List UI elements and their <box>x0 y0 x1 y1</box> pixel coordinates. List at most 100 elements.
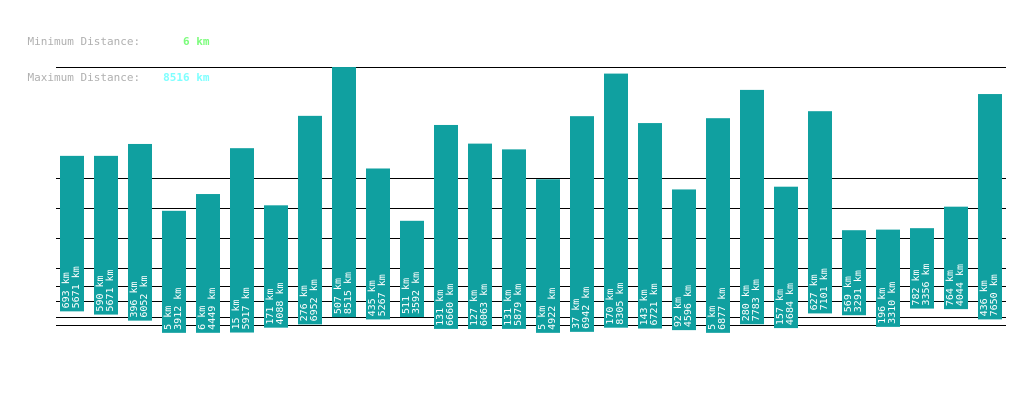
bar <box>740 89 764 325</box>
bar <box>502 149 526 329</box>
bar-group: 396 km 6052 km <box>128 143 152 321</box>
bar-min-label: 157 km <box>775 289 786 325</box>
bar-group: 15 km 5917 km <box>230 148 254 333</box>
bar-min-label: 627 km <box>809 274 820 310</box>
bar-max-label: 3592 km <box>411 272 422 314</box>
bar-group: 627 km 7101 km <box>808 111 832 314</box>
bar-min-label: 693 km <box>61 272 72 308</box>
bar <box>808 111 832 314</box>
bar-min-label: 5 km <box>163 306 174 330</box>
bar-max-label: 4922 km <box>547 288 558 330</box>
bar-group: 127 km 6063 km <box>468 143 492 330</box>
bar-max-label: 8305 km <box>615 283 626 325</box>
bar-min-label: 131 km <box>503 290 514 326</box>
bar-max-label: 7650 km <box>989 274 1000 316</box>
bar-min-label: 435 km <box>367 280 378 316</box>
bar <box>196 194 220 333</box>
bar-max-label: 5917 km <box>241 287 252 329</box>
bar-min-label: 507 km <box>333 278 344 314</box>
bar-max-label: 8515 km <box>343 272 354 314</box>
bar <box>162 210 186 333</box>
bar-max-label: 5879 km <box>513 284 524 326</box>
bar-min-label: 92 km <box>673 297 684 327</box>
bar-max-label: 6063 km <box>479 284 490 326</box>
bar-min-label: 170 km <box>605 289 616 325</box>
bar-max-label: 4088 km <box>275 283 286 325</box>
bar-min-label: 196 km <box>877 288 888 324</box>
bar-group: 5 km 6877 km <box>706 118 730 333</box>
bar <box>264 205 288 328</box>
bar-max-label: 6942 km <box>581 287 592 329</box>
bar-max-label: 6877 km <box>717 288 728 330</box>
bar-group: 511 km 3592 km <box>400 220 424 318</box>
bar-max-label: 3356 km <box>921 263 932 305</box>
distance-summary: Minimum Distance: 6 km Maximum Distance: 8… <box>1 24 210 96</box>
bar-min-label: 6 km <box>197 306 208 330</box>
bar <box>230 148 254 333</box>
bar <box>468 143 492 330</box>
bar-group: 196 km 3310 km <box>876 229 900 327</box>
minimum-distance-row: Minimum Distance: 6 km <box>1 24 210 60</box>
bar-min-label: 782 km <box>911 269 922 305</box>
bar-max-label: 4596 km <box>683 285 694 327</box>
bar-group: 157 km 4684 km <box>774 186 798 329</box>
bar-group: 276 km 6952 km <box>298 115 322 325</box>
bar-min-label: 590 km <box>95 275 106 311</box>
bar-group: 5 km 3912 km <box>162 210 186 333</box>
bar-group: 131 km 5879 km <box>502 149 526 329</box>
bar-group: 569 km 3291 km <box>842 230 866 316</box>
bar-max-label: 3291 km <box>853 270 864 312</box>
bar <box>604 73 628 328</box>
bar-group: 92 km 4596 km <box>672 189 696 331</box>
bar-group: 507 km 8515 km <box>332 67 356 318</box>
bars: 693 km 5671 km 590 km 5671 km 396 km 6052 km5… <box>60 67 1002 333</box>
bar-max-label: 7101 km <box>819 268 830 310</box>
bar-max-label: 6052 km <box>139 275 150 317</box>
bar <box>978 94 1002 320</box>
bar-min-label: 276 km <box>299 285 310 321</box>
bar-min-label: 764 km <box>945 270 956 306</box>
bar <box>570 116 594 332</box>
bar <box>876 229 900 327</box>
bar <box>774 186 798 329</box>
bar-min-label: 5 km <box>537 306 548 330</box>
bar-max-label: 4044 km <box>955 264 966 306</box>
bar-max-label: 5671 km <box>71 266 82 308</box>
bar-group: 764 km 4044 km <box>944 206 968 310</box>
bar <box>910 228 934 309</box>
bar-min-label: 131 km <box>435 290 446 326</box>
bar <box>434 124 458 329</box>
bar-group: 131 km 6660 km <box>434 124 458 329</box>
bar-group: 5 km 4922 km <box>536 179 560 333</box>
bar <box>60 155 84 312</box>
bar-min-label: 127 km <box>469 290 480 326</box>
bar-group: 590 km 5671 km <box>94 155 118 315</box>
bar-max-label: 5671 km <box>105 269 116 311</box>
bar-group: 693 km 5671 km <box>60 155 84 312</box>
bar-group: 143 km 6721 km <box>638 123 662 329</box>
minimum-distance-value: 6 km <box>183 35 210 48</box>
bar-min-label: 37 km <box>571 299 582 329</box>
bar <box>94 155 118 315</box>
bar <box>366 168 390 320</box>
bar-group: 782 km 3356 km <box>910 228 934 309</box>
bar-min-label: 5 km <box>707 306 718 330</box>
bar-group: 435 km 5267 km <box>366 168 390 320</box>
bar-max-label: 7783 km <box>751 279 762 321</box>
bar-group: 436 km 7650 km <box>978 94 1002 320</box>
bar-max-label: 4449 km <box>207 288 218 330</box>
bar <box>332 67 356 318</box>
bar <box>944 206 968 310</box>
bar-max-label: 5267 km <box>377 274 388 316</box>
bar <box>706 118 730 333</box>
bar <box>128 143 152 321</box>
minimum-distance-label: Minimum Distance: <box>27 35 141 48</box>
bar-max-label: 3912 km <box>173 288 184 330</box>
bar-min-label: 15 km <box>231 299 242 329</box>
bar <box>400 220 424 318</box>
bar-min-label: 143 km <box>639 289 650 325</box>
bar <box>842 230 866 316</box>
maximum-distance-label: Maximum Distance: <box>27 71 141 84</box>
bar <box>536 179 560 333</box>
